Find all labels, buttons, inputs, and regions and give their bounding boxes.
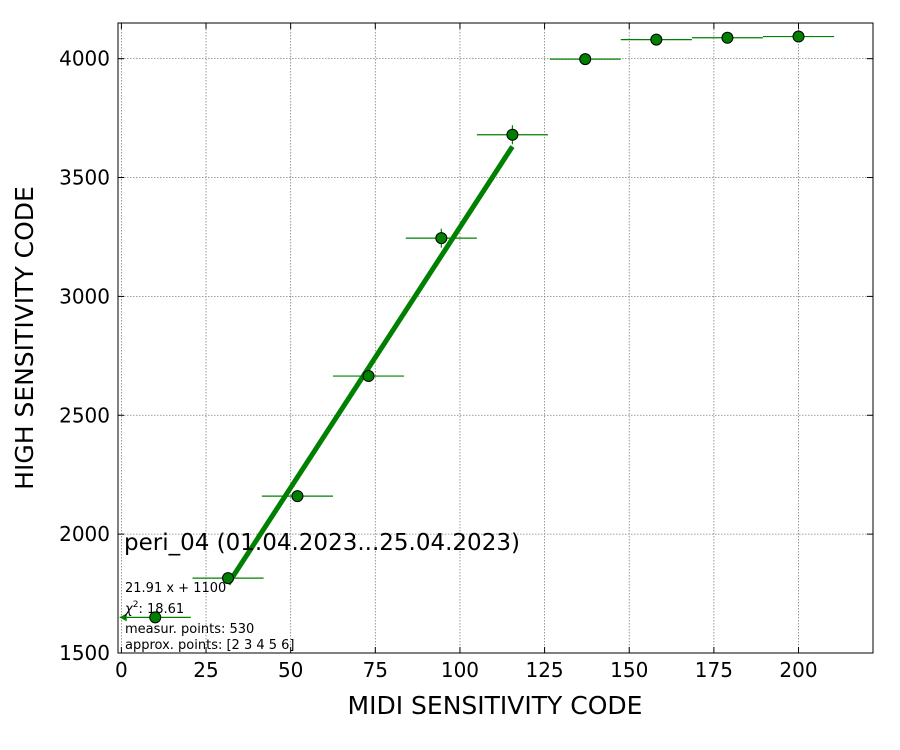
grid (118, 23, 873, 654)
fit-line-layer (225, 145, 515, 586)
y-tick-label: 2500 (59, 403, 110, 427)
y-tick-label: 2000 (59, 522, 110, 546)
chart-title-annotation: peri_04 (01.04.2023...25.04.2023) (124, 530, 520, 556)
data-point (149, 611, 162, 624)
x-tick-label: 100 (441, 658, 479, 682)
tick-labels: 0 25 50 75 100 125 150 175 200 1500 2000 2500 3000 35… (59, 47, 818, 682)
data-point (792, 30, 805, 43)
data-point (650, 33, 663, 46)
data-point (362, 370, 375, 383)
y-tick-label: 3000 (59, 284, 110, 308)
x-axis-title: MIDI SENSITIVITY CODE (348, 691, 643, 720)
x-tick-label: 200 (779, 658, 817, 682)
chi2-annotation: χ2: 18.61 (124, 600, 184, 617)
data-point (222, 572, 235, 585)
data-point (721, 31, 734, 44)
ticks (118, 23, 873, 654)
x-tick-label: 125 (525, 658, 563, 682)
fit-line (225, 145, 515, 586)
chi2-value: : 18.61 (138, 602, 184, 617)
plot-frame (117, 22, 874, 654)
x-tick-label: 175 (695, 658, 733, 682)
approx-points-annotation: approx. points: [2 3 4 5 6] (125, 638, 295, 653)
fit-equation-annotation: 21.91 x + 1100 (125, 581, 226, 596)
x-tick-label: 25 (193, 658, 218, 682)
x-tick-label: 50 (278, 658, 303, 682)
data-point (291, 490, 304, 503)
x-tick-label: 0 (115, 658, 128, 682)
y-axis-title: HIGH SENSITIVITY CODE (10, 186, 39, 490)
error-arrow-head (119, 613, 127, 622)
x-tick-label: 75 (363, 658, 388, 682)
y-tick-label: 1500 (59, 641, 110, 665)
data-point (579, 53, 592, 66)
measur-points-annotation: measur. points: 530 (125, 622, 254, 637)
y-tick-label: 4000 (59, 47, 110, 71)
data-points (149, 30, 805, 624)
chi2-superscript: 2 (133, 600, 139, 610)
x-tick-label: 150 (610, 658, 648, 682)
chi2-symbol: χ (124, 602, 134, 617)
data-point (506, 128, 519, 141)
data-point (435, 232, 448, 245)
y-tick-label: 3500 (59, 166, 110, 190)
